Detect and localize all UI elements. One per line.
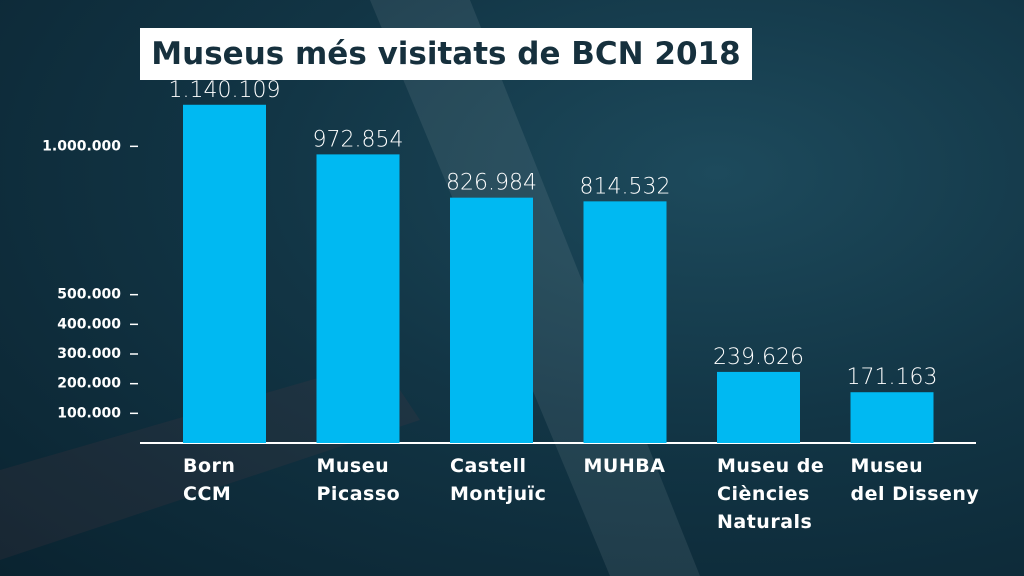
y-tick-label: 500.000 [57, 287, 121, 303]
value-label: 826.984 [446, 171, 537, 196]
bar [850, 392, 934, 443]
chart-title: Museus més visitats de BCN 2018 [140, 28, 752, 80]
value-label: 239.626 [713, 345, 804, 370]
x-tick-label: Castell Montjuïc [450, 455, 547, 505]
x-tick-label: Born CCM [183, 455, 236, 505]
y-tick-label: 1.000.000 [42, 138, 121, 154]
bar [583, 201, 667, 443]
x-tick-label: Museu Picasso [316, 455, 401, 505]
value-label: 1.140.109 [169, 78, 281, 103]
bar [717, 371, 800, 443]
y-tick-label: 400.000 [57, 316, 121, 332]
value-label: 171.163 [847, 365, 938, 390]
y-tick-label: 300.000 [57, 346, 121, 362]
y-tick-label: 200.000 [57, 376, 121, 392]
bar [183, 104, 266, 443]
bar [316, 154, 400, 443]
value-label: 814.532 [580, 174, 671, 199]
y-tick-label: 100.000 [57, 405, 121, 421]
x-tick-label: Museu de Ciències Naturals [717, 455, 825, 533]
bar [450, 197, 533, 443]
value-label: 972.854 [313, 127, 404, 152]
bg-shape [0, 360, 420, 560]
x-tick-label: Museu del Disseny [850, 455, 980, 505]
x-tick-label: MUHBA [583, 455, 666, 477]
